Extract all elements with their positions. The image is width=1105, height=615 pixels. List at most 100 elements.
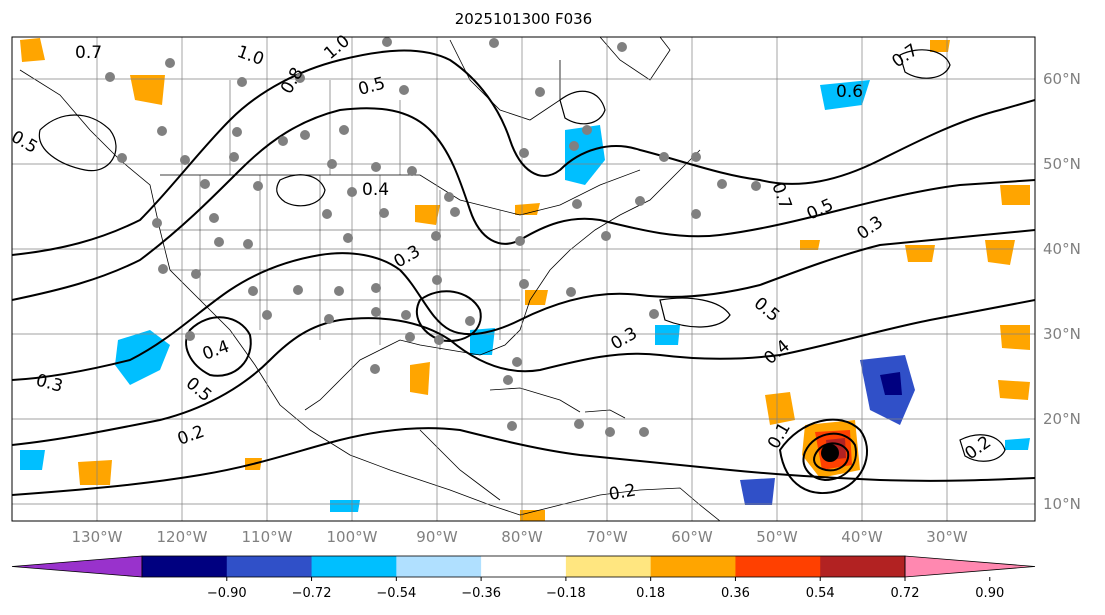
shade-patch	[820, 80, 870, 110]
shade-patch	[998, 380, 1030, 400]
colorbar-segment	[311, 556, 397, 577]
greenland	[599, 37, 671, 81]
station-dot	[649, 309, 659, 319]
station-dot	[582, 125, 592, 135]
station-dot	[248, 286, 258, 296]
station-dot	[185, 331, 195, 341]
shade-patch	[415, 205, 440, 225]
station-dot	[401, 310, 411, 320]
colorbar-tick-label: 0.54	[805, 586, 835, 601]
central-america	[419, 429, 501, 501]
colorbar-extend-low	[11, 555, 143, 578]
shade-patch	[765, 392, 795, 425]
colorbar-segment	[226, 556, 313, 577]
shade-patch	[130, 75, 165, 105]
station-dot	[200, 179, 210, 189]
shade-patch	[410, 362, 430, 395]
shade-patch	[520, 510, 545, 521]
station-dot	[512, 357, 522, 367]
station-dot	[214, 237, 224, 247]
station-dot	[117, 153, 127, 163]
station-dot	[322, 209, 332, 219]
station-dot	[209, 213, 219, 223]
lon-label: 80°W	[501, 528, 543, 546]
station-dot	[157, 126, 167, 136]
lon-label: 70°W	[586, 528, 628, 546]
map-frame	[11, 36, 1036, 522]
station-dot	[278, 136, 288, 146]
lat-label: 10°N	[1043, 495, 1081, 513]
station-dot	[569, 141, 579, 151]
lon-label: 100°W	[326, 528, 378, 546]
colorbar-outline	[141, 555, 906, 578]
station-dot	[405, 332, 415, 342]
lon-label: 40°W	[841, 528, 883, 546]
station-dot	[432, 275, 442, 285]
shade-patch	[1005, 438, 1030, 450]
south-america	[519, 487, 721, 521]
colorbar-segment	[396, 556, 482, 577]
colorbar-tick-label: 0.72	[890, 586, 920, 601]
colorbar-segment	[650, 556, 736, 577]
colorbar-segment	[735, 556, 821, 577]
station-dot	[382, 37, 392, 47]
station-dot	[191, 269, 201, 279]
colorbar-extend-high	[904, 555, 1036, 578]
lat-label: 30°N	[1043, 325, 1081, 343]
colorbar-tick-label: −0.54	[376, 586, 417, 601]
colorbar-tick-label: 0.90	[975, 586, 1005, 601]
cuba	[489, 387, 581, 413]
station-dot	[503, 375, 513, 385]
shaded-anomaly-layer	[20, 38, 1030, 521]
lat-label: 60°N	[1043, 70, 1081, 88]
shade-patch	[20, 450, 45, 470]
station-dot	[347, 187, 357, 197]
station-dot	[535, 87, 545, 97]
shade-patch	[740, 478, 775, 505]
colorbar-tick-label: −0.36	[461, 586, 502, 601]
hispaniola	[584, 409, 626, 419]
station-dot	[507, 421, 517, 431]
station-dot	[152, 218, 162, 228]
station-dot	[519, 148, 529, 158]
station-dot	[659, 152, 669, 162]
storm-center-marker	[821, 444, 839, 462]
station-dot	[180, 155, 190, 165]
colorbar-segment	[565, 556, 652, 577]
station-dot	[237, 77, 247, 87]
station-dot	[751, 181, 761, 191]
station-dot	[515, 236, 525, 246]
station-dot	[566, 287, 576, 297]
station-dot	[232, 127, 242, 137]
thin-contours	[38, 49, 1006, 462]
station-dot	[574, 419, 584, 429]
shade-patch	[930, 40, 950, 52]
shade-patch	[565, 125, 605, 185]
station-dot	[434, 335, 444, 345]
colorbar	[11, 555, 1036, 581]
lat-label: 40°N	[1043, 240, 1081, 258]
station-dot	[639, 427, 649, 437]
station-dot	[229, 152, 239, 162]
station-dot	[601, 231, 611, 241]
station-dot	[465, 316, 475, 326]
station-dot	[450, 207, 460, 217]
colorbar-tick-label: 0.18	[636, 586, 666, 601]
shade-patch	[525, 290, 548, 305]
shade-patch	[880, 372, 902, 395]
station-dot	[243, 239, 253, 249]
shade-patch	[515, 203, 540, 215]
station-dot	[519, 279, 529, 289]
colorbar-segment	[481, 556, 567, 577]
colorbar-tick-label: −0.90	[206, 586, 247, 601]
shade-patch	[800, 240, 820, 250]
colorbar-tick-label: 0.36	[720, 586, 750, 601]
station-dot	[691, 209, 701, 219]
contour-label: 0.6	[836, 82, 863, 102]
lon-label: 110°W	[241, 528, 293, 546]
lon-label: 120°W	[156, 528, 208, 546]
lon-label: 50°W	[756, 528, 798, 546]
colorbar-tick-label: −0.18	[545, 586, 586, 601]
colorbar-segment	[142, 556, 228, 577]
